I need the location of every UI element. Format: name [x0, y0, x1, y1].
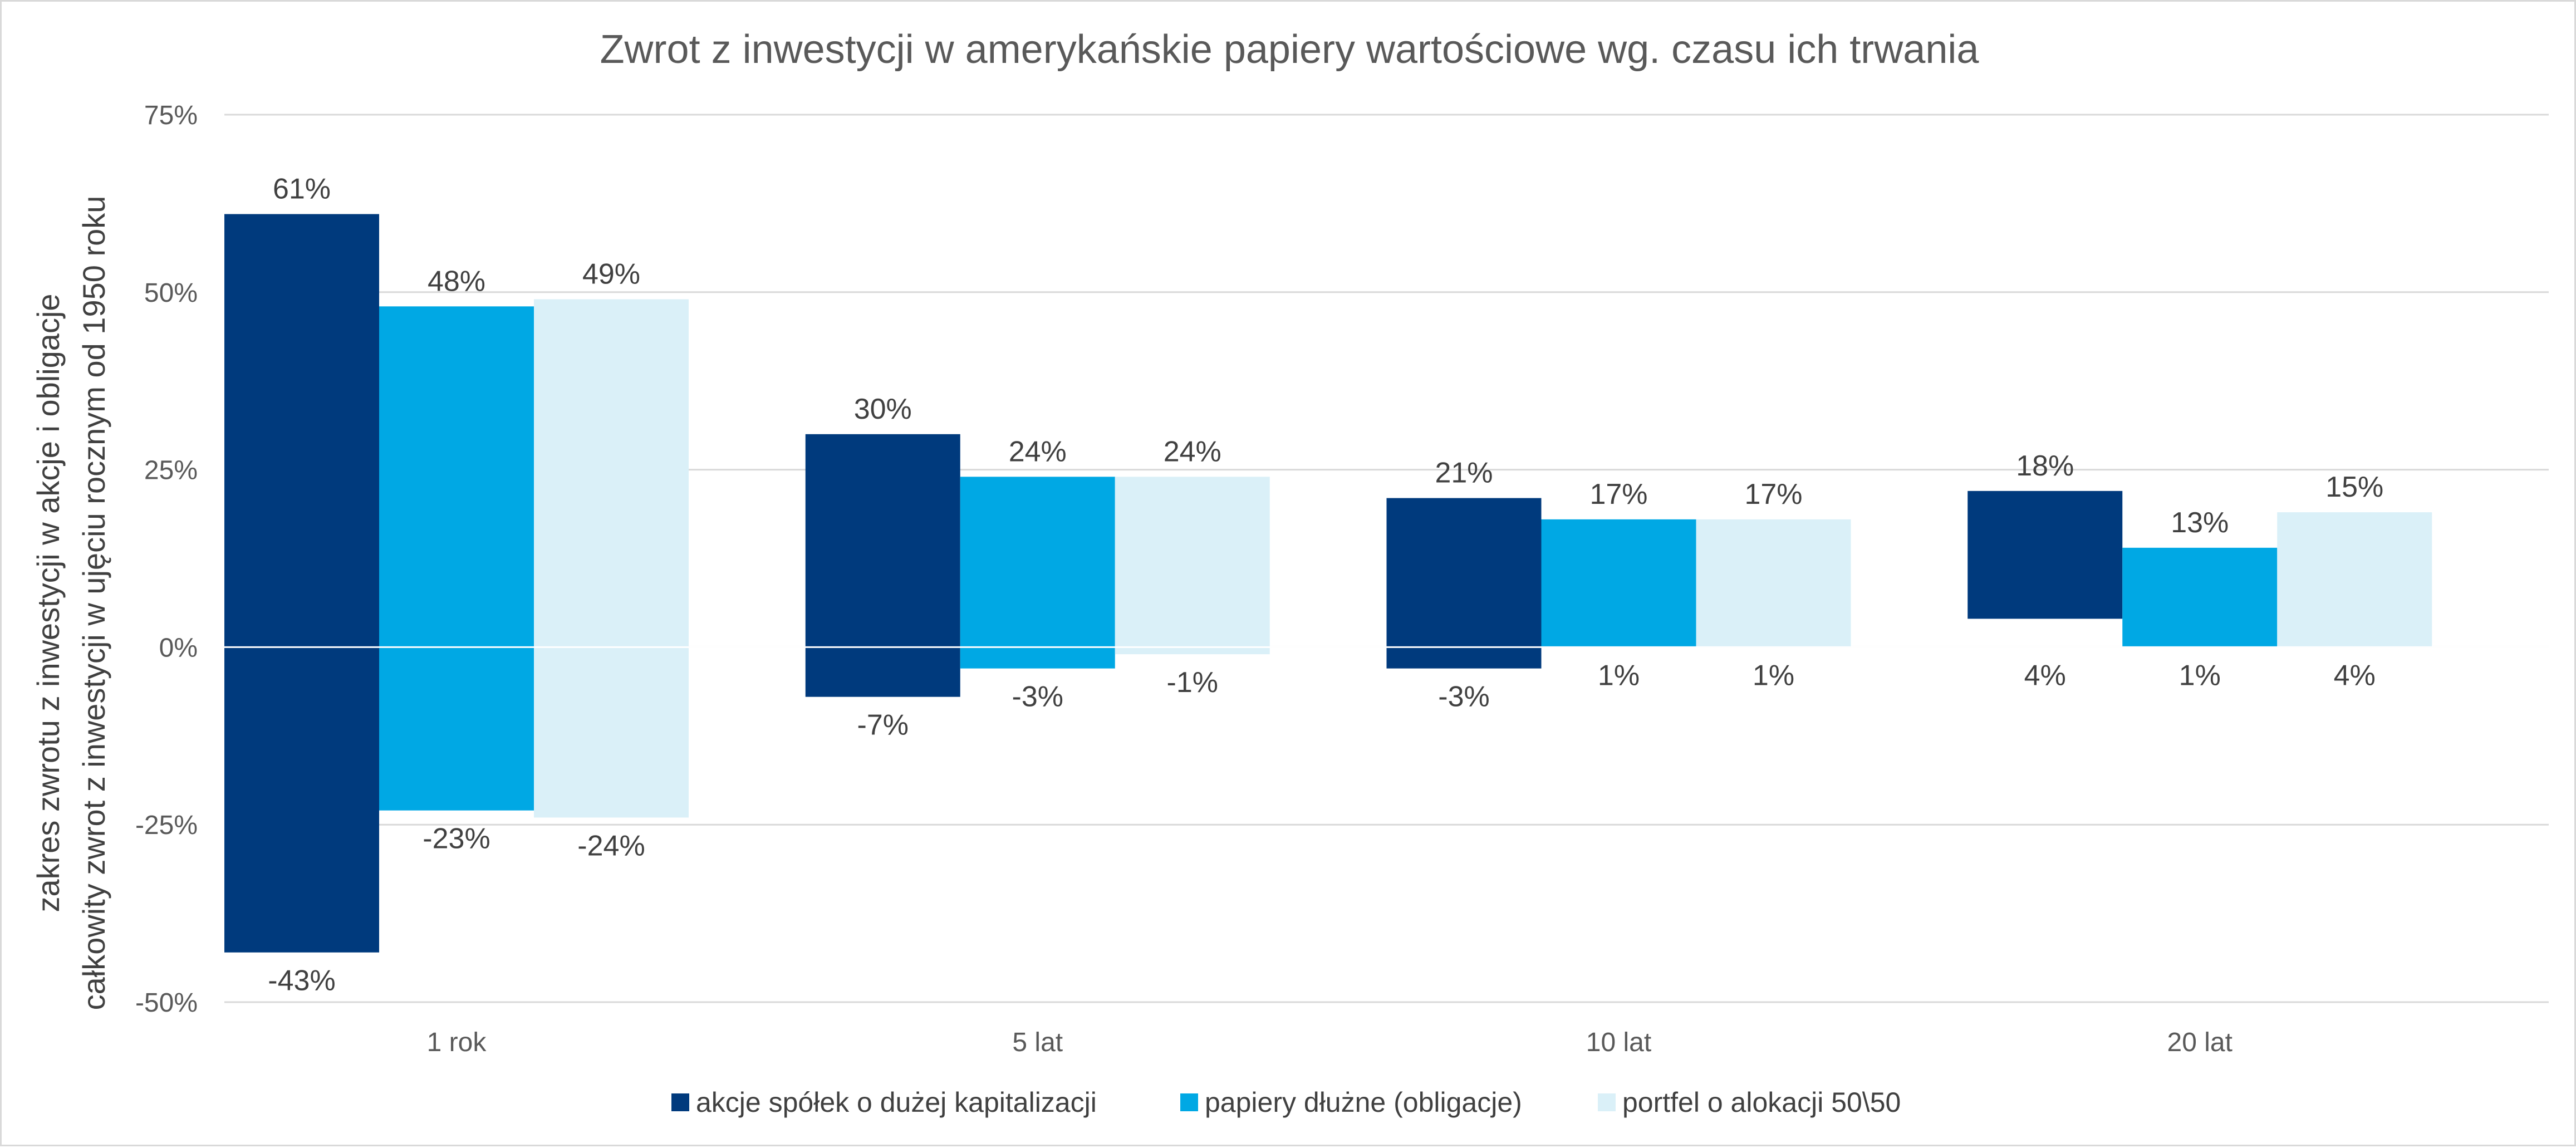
legend-swatch: [1180, 1093, 1198, 1111]
x-tick-label: 10 lat: [1586, 1028, 1651, 1057]
data-label-max: 24%: [1164, 435, 1221, 468]
data-label-max: 61%: [273, 173, 331, 205]
data-label-max: 17%: [1744, 478, 1802, 511]
data-label-max: 18%: [2016, 450, 2074, 482]
bar: [1386, 498, 1542, 669]
data-label-min: 4%: [2334, 659, 2376, 691]
data-label-min: -23%: [423, 823, 490, 855]
x-axis-ticks: 1 rok 5 lat 10 lat 20 lat: [427, 1028, 2232, 1057]
data-label-min: 4%: [2024, 659, 2066, 691]
legend-label: portfel o alokacji 50\50: [1622, 1087, 1901, 1118]
data-label-max: 49%: [582, 258, 640, 291]
legend-label: akcje spółek o dużej kapitalizacji: [696, 1087, 1097, 1118]
y-axis-label: zakres zwrotu z inwestycji w akcje i obl…: [31, 196, 111, 1010]
bar: [1541, 519, 1696, 647]
y-tick-label: -25%: [135, 811, 198, 840]
y-tick-label: 0%: [159, 633, 198, 663]
y-axis-ticks: 75% 50% 25% 0% -25% -50%: [135, 101, 198, 1018]
y-tick-label: 25%: [144, 456, 198, 485]
y-axis-label-line-2: całkowity zwrot z inwestycji w ujęciu ro…: [76, 196, 111, 1010]
legend-label: papiery dłużne (obligacje): [1205, 1087, 1522, 1118]
data-label-max: 13%: [2171, 507, 2229, 539]
data-label-min: -3%: [1438, 681, 1489, 713]
bar: [1696, 519, 1851, 647]
legend-swatch: [1598, 1093, 1616, 1111]
y-tick-label: -50%: [135, 988, 198, 1018]
data-label-max: 21%: [1435, 457, 1493, 489]
y-axis-label-line-1: zakres zwrotu z inwestycji w akcje i obl…: [31, 293, 66, 912]
data-label-max: 24%: [1009, 435, 1067, 468]
data-label-min: -43%: [268, 965, 335, 997]
data-label-min: -24%: [577, 830, 645, 862]
data-label-max: 48%: [428, 265, 485, 297]
data-label-min: 1%: [1753, 659, 1794, 691]
data-labels: 61% -43% 48% -23% 49% -24% 30% -7% 24% -3% 24% -1% 2…: [268, 173, 2383, 997]
data-label-min: -7%: [857, 709, 909, 742]
y-tick-label: 50%: [144, 278, 198, 308]
bar: [224, 214, 379, 953]
x-tick-label: 20 lat: [2167, 1028, 2232, 1057]
bar: [960, 477, 1115, 669]
data-label-min: -3%: [1012, 681, 1063, 713]
data-label-max: 17%: [1589, 478, 1647, 511]
legend: akcje spółek o dużej kapitalizacji papier…: [671, 1087, 1901, 1118]
bar: [2277, 512, 2432, 647]
bar: [1115, 477, 1270, 655]
legend-swatch: [671, 1093, 689, 1111]
data-label-min: 1%: [2179, 659, 2221, 691]
chart-title: Zwrot z inwestycji w amerykańskie papier…: [600, 27, 1980, 72]
y-tick-label: 75%: [144, 101, 198, 130]
bar: [1967, 490, 2123, 619]
data-label-max: 30%: [854, 393, 912, 425]
data-label-max: 15%: [2325, 471, 2383, 503]
x-tick-label: 1 rok: [427, 1028, 487, 1057]
data-label-min: -1%: [1167, 666, 1218, 699]
bar: [2122, 547, 2278, 647]
data-label-min: 1%: [1598, 659, 1640, 691]
bar: [805, 434, 960, 697]
bars: [224, 214, 2549, 953]
bar: [534, 299, 689, 818]
x-tick-label: 5 lat: [1012, 1028, 1063, 1057]
bar: [379, 306, 534, 811]
